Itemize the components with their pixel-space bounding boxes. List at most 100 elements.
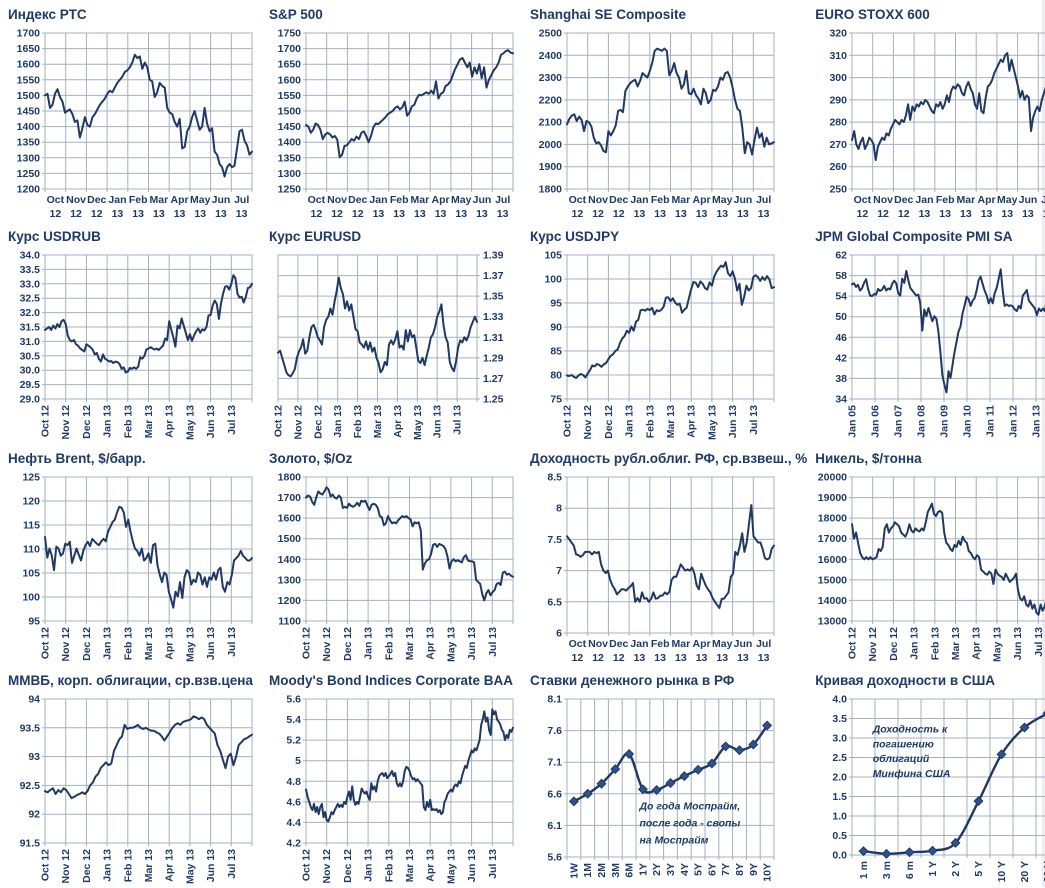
svg-text:Jun 13: Jun 13 — [1012, 627, 1024, 660]
svg-text:Jan: Jan — [369, 194, 387, 206]
svg-text:1350: 1350 — [17, 137, 41, 149]
svg-text:Dec: Dec — [348, 194, 367, 206]
svg-text:13: 13 — [132, 208, 144, 220]
svg-text:12: 12 — [857, 208, 869, 220]
svg-text:May 13: May 13 — [412, 405, 424, 440]
chart-usdjpy: Курс USDJPY 75 80 85 90 95 100 105 Oct 12 Nov 12… — [522, 222, 807, 444]
svg-text:0.5: 0.5 — [833, 830, 848, 842]
svg-text:Mar 13: Mar 13 — [404, 849, 416, 882]
svg-text:3 m: 3 m — [881, 861, 893, 879]
svg-text:Apr 13: Apr 13 — [164, 627, 176, 660]
line-chart: 75 80 85 90 95 100 105 Oct 12 Nov 12 Dec 12 Jan 13… — [544, 250, 775, 440]
chart-micex-corp-bonds: ММВБ, корп. облигации, ср.взв.цена 91.5 9… — [0, 666, 261, 888]
svg-text:Jun 13: Jun 13 — [205, 849, 217, 882]
svg-text:May: May — [712, 638, 733, 650]
chart-title: Золото, $/Oz — [269, 451, 353, 466]
svg-text:90: 90 — [550, 322, 562, 334]
svg-text:Apr 13: Apr 13 — [686, 405, 698, 438]
svg-text:Jan 11: Jan 11 — [985, 405, 997, 437]
svg-text:1350: 1350 — [278, 152, 302, 164]
svg-text:110: 110 — [23, 544, 40, 556]
svg-text:3.5: 3.5 — [833, 713, 848, 725]
svg-text:Jul 13: Jul 13 — [487, 627, 499, 657]
svg-text:1650: 1650 — [17, 43, 41, 55]
svg-text:Jan 13: Jan 13 — [624, 405, 636, 438]
svg-text:Dec: Dec — [609, 194, 628, 206]
svg-text:May 13: May 13 — [706, 405, 718, 440]
svg-text:2300: 2300 — [539, 72, 563, 84]
svg-text:Dec 12: Dec 12 — [342, 627, 354, 661]
svg-text:94: 94 — [28, 694, 40, 706]
svg-text:Oct: Oct — [47, 194, 65, 206]
chart-title: ММВБ, корп. облигации, ср.взв.цена — [8, 673, 253, 688]
line-chart: 1800 1900 2000 2100 2200 2300 2400 2500 Oct 12 Nov… — [539, 28, 775, 220]
svg-text:1400: 1400 — [17, 121, 41, 133]
svg-text:1300: 1300 — [17, 152, 41, 164]
svg-text:Jan: Jan — [916, 194, 934, 206]
svg-text:13: 13 — [758, 652, 770, 664]
line-chart: 250 260 270 280 290 300 310 320 Oct 12 Nov 12 Dec 12 J… — [830, 28, 1045, 220]
chart-moodys-baa: Moody's Bond Indices Corporate BAA 4.2 4.… — [261, 666, 522, 888]
chart-title: Индекс РТС — [8, 7, 87, 22]
svg-text:13: 13 — [1022, 208, 1034, 220]
svg-text:50: 50 — [836, 311, 848, 323]
svg-text:Feb 13: Feb 13 — [122, 627, 134, 660]
svg-text:1.27: 1.27 — [483, 373, 504, 385]
svg-text:5.6: 5.6 — [286, 694, 301, 706]
svg-text:Dec: Dec — [894, 194, 913, 206]
chart-rts-index: Индекс РТС 1200 1250 1300 1350 1400 1450 1500 1… — [0, 0, 261, 222]
svg-text:Jan 12: Jan 12 — [1008, 405, 1020, 438]
line-chart: 91.5 92 92.5 93 93.5 94 Oct 12 Nov 12 Dec 12 Jan … — [20, 694, 253, 884]
svg-text:Jan 13: Jan 13 — [332, 405, 344, 438]
svg-text:1750: 1750 — [278, 28, 302, 40]
svg-text:2.0: 2.0 — [833, 772, 848, 784]
svg-text:May 13: May 13 — [184, 405, 196, 440]
svg-text:после года - свопы: после года - свопы — [639, 818, 740, 830]
svg-text:May: May — [712, 194, 733, 206]
svg-text:92.5: 92.5 — [20, 780, 41, 792]
svg-text:1800: 1800 — [278, 472, 302, 484]
svg-text:62: 62 — [836, 250, 848, 262]
svg-text:Feb: Feb — [651, 194, 670, 206]
svg-text:1.31: 1.31 — [483, 332, 504, 344]
svg-text:17000: 17000 — [818, 533, 847, 545]
svg-text:Nov 12: Nov 12 — [321, 627, 333, 662]
svg-text:30.5: 30.5 — [20, 350, 41, 362]
svg-text:85: 85 — [550, 346, 562, 358]
chart-title: JPM Global Composite PMI SA — [815, 229, 1013, 244]
svg-text:38: 38 — [836, 373, 848, 385]
svg-text:Jul: Jul — [234, 194, 249, 206]
svg-text:12: 12 — [592, 208, 604, 220]
chart-title: Нефть Brent, $/барр. — [8, 451, 146, 466]
svg-text:13: 13 — [236, 208, 248, 220]
svg-text:Dec 12: Dec 12 — [603, 405, 615, 439]
svg-text:Jan 13: Jan 13 — [1031, 405, 1043, 438]
svg-text:Jan: Jan — [630, 194, 648, 206]
svg-text:1Y: 1Y — [637, 863, 649, 876]
svg-text:260: 260 — [830, 161, 848, 173]
svg-text:20 Y: 20 Y — [1019, 861, 1031, 882]
svg-text:1600: 1600 — [17, 59, 41, 71]
svg-text:Jun: Jun — [734, 638, 753, 650]
svg-text:Jun: Jun — [212, 194, 231, 206]
chart-ru-bond-yield: Доходность рубл.облиг. РФ, ср.взвеш., % … — [522, 444, 807, 666]
svg-text:Oct 12: Oct 12 — [40, 627, 52, 659]
svg-text:1.29: 1.29 — [483, 352, 504, 364]
svg-text:May 13: May 13 — [445, 849, 457, 884]
svg-text:4.0: 4.0 — [833, 694, 848, 706]
svg-text:16000: 16000 — [818, 554, 847, 566]
svg-text:4Y: 4Y — [679, 863, 691, 876]
svg-text:Nov 12: Nov 12 — [60, 627, 72, 662]
svg-text:125: 125 — [22, 472, 40, 484]
chart-title: S&P 500 — [269, 7, 323, 22]
line-chart: 1250 1300 1350 1400 1450 1500 1550 1600 1650 1700… — [278, 28, 514, 220]
svg-text:100: 100 — [544, 274, 562, 286]
svg-text:Apr 13: Apr 13 — [425, 849, 437, 882]
svg-text:1550: 1550 — [278, 90, 302, 102]
svg-text:Jun 13: Jun 13 — [432, 405, 444, 438]
svg-text:1W: 1W — [568, 863, 580, 879]
svg-text:12: 12 — [70, 208, 82, 220]
svg-text:2.5: 2.5 — [833, 752, 848, 764]
svg-text:33.5: 33.5 — [20, 264, 41, 276]
svg-text:Mar: Mar — [411, 194, 430, 206]
